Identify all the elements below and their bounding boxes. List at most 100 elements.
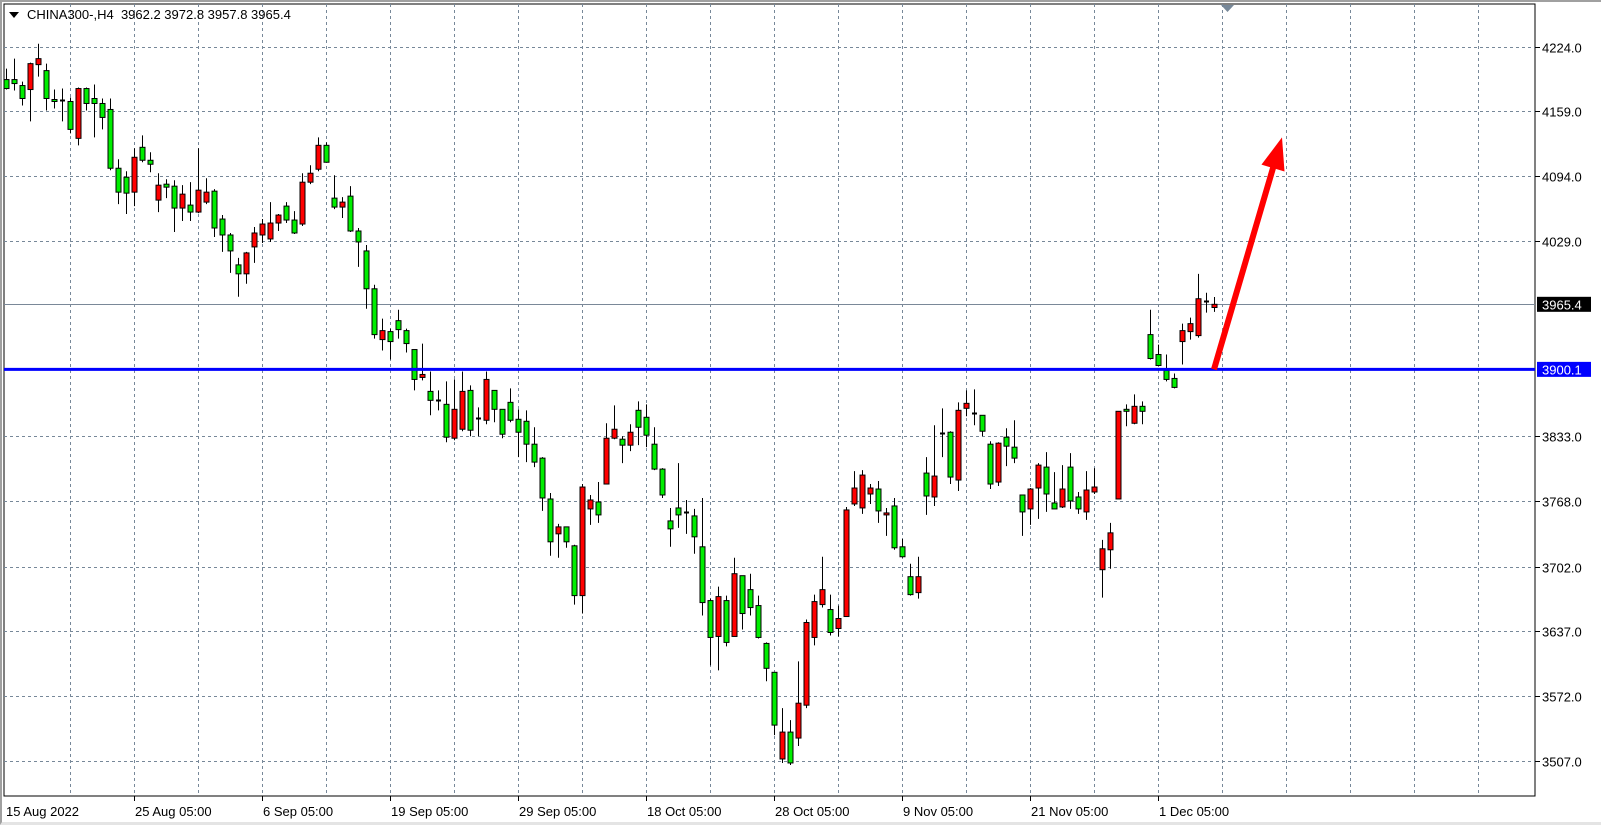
candle-body-bull	[819, 589, 826, 606]
candle-body-bull	[835, 618, 842, 629]
candle	[563, 526, 570, 548]
candle-body-bull	[379, 330, 386, 341]
candle	[635, 401, 642, 446]
candle-body-bear	[347, 195, 354, 232]
candle-body-bear	[19, 85, 26, 100]
y-axis-label: 4094.0	[1542, 170, 1582, 185]
candle-body-bull	[779, 731, 786, 760]
candle	[195, 148, 202, 214]
candle	[587, 494, 594, 525]
candle	[899, 538, 906, 558]
candle-body-bull	[267, 222, 274, 240]
x-axis-label: 25 Aug 05:00	[135, 804, 212, 819]
ohlc-readout: 3962.2 3972.8 3957.8 3965.4	[120, 7, 291, 22]
y-axis-label: 4224.0	[1542, 41, 1582, 56]
candle-body-bear	[99, 102, 106, 118]
candle	[60, 88, 65, 122]
candle	[819, 556, 826, 608]
candle-body-bear	[771, 671, 778, 726]
candle-body-bull	[451, 408, 458, 439]
candle	[755, 595, 762, 639]
candle-body-bear	[691, 515, 698, 538]
candle	[299, 173, 306, 227]
candle	[771, 671, 778, 736]
candle-body-bear	[635, 409, 642, 428]
x-axis-label: 1 Dec 05:00	[1159, 804, 1229, 819]
candle	[1099, 539, 1106, 598]
candle	[147, 152, 154, 173]
candle	[1187, 317, 1194, 340]
candle	[419, 343, 426, 381]
candle	[667, 507, 674, 547]
candle	[1204, 292, 1209, 313]
candle-body-bear	[331, 197, 338, 208]
candle	[811, 594, 818, 646]
candle-body-bear	[699, 546, 706, 604]
candle	[875, 481, 882, 523]
candle-body-bull	[931, 475, 938, 498]
candle-body-bear	[107, 108, 114, 169]
candle-body-bear	[395, 320, 402, 331]
candle	[699, 497, 706, 616]
candle	[859, 470, 866, 514]
candle-body-bull	[867, 487, 874, 495]
candle-body-bear	[1043, 466, 1050, 495]
candle-body-bear	[547, 498, 554, 543]
candle-body-bull	[611, 428, 618, 439]
candle-body-bear	[875, 488, 882, 512]
candle	[331, 175, 338, 210]
candle-body-bear	[283, 205, 290, 221]
candle	[1083, 471, 1090, 520]
candle	[3, 68, 10, 90]
candle	[451, 379, 458, 441]
candle-body-bear	[723, 600, 730, 643]
candle	[27, 62, 34, 122]
candle-body-bull	[339, 201, 346, 208]
candle-body-bear	[651, 443, 658, 470]
candle	[987, 441, 994, 490]
candle	[11, 58, 18, 91]
candle	[907, 563, 914, 596]
candle-body-bull	[1059, 488, 1066, 508]
trend-arrow-shaft	[1211, 165, 1277, 371]
triangle-down-icon[interactable]	[9, 12, 19, 18]
candle-body-bull	[1187, 323, 1194, 333]
candle	[731, 557, 738, 637]
chart-shift-marker	[1221, 5, 1234, 12]
candle	[91, 84, 98, 138]
candle-body-bull	[1179, 330, 1186, 343]
candle-body-bear	[507, 401, 514, 421]
candle	[659, 468, 666, 498]
candle-body-bear	[1051, 502, 1058, 510]
candle	[627, 424, 634, 452]
current-price-label: 3965.4	[1542, 297, 1582, 312]
candle-body-bear	[51, 98, 58, 102]
candle-body-bull	[555, 526, 562, 535]
candle-body-bear	[147, 159, 154, 165]
candle-body-bull	[35, 58, 42, 66]
candle	[459, 371, 466, 432]
candle	[219, 215, 226, 252]
candle-body-bull	[1131, 405, 1138, 424]
candle-body-bear	[211, 190, 218, 229]
candle-body-bear	[91, 98, 98, 104]
candle-body-bull	[859, 474, 866, 509]
candle-body-bear	[443, 403, 450, 438]
candle	[795, 661, 802, 747]
candle-body-bull	[587, 499, 594, 510]
candle	[387, 328, 394, 360]
candle	[979, 414, 986, 437]
candle	[747, 573, 754, 616]
candle-body-bull	[883, 512, 890, 516]
candle	[843, 506, 850, 618]
candle	[579, 484, 586, 614]
candle-body-bear	[539, 457, 546, 499]
candle-body-bear	[595, 501, 602, 516]
candle	[155, 173, 162, 213]
candle	[684, 499, 689, 534]
candle-body-bull	[275, 214, 282, 224]
candle	[611, 405, 618, 440]
candle-body-bear	[115, 167, 122, 193]
